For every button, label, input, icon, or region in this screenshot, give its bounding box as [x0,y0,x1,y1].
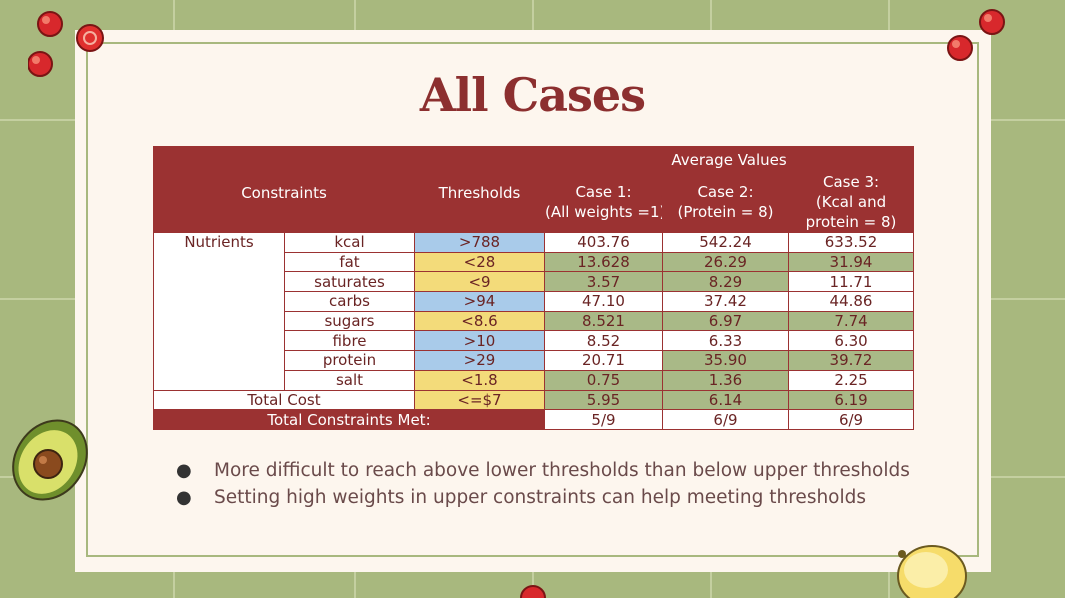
card-border [86,42,979,557]
threshold-cell: >10 [414,330,545,352]
case2-cell: 37.42 [662,291,789,312]
case1-cell: 8.52 [544,330,663,352]
average-values-header: Average Values [543,146,915,172]
threshold-cell: >788 [414,232,545,253]
table-row: fibre >10 8.52 6.33 6.30 [154,330,915,352]
case3-cell: 44.86 [787,291,915,312]
case1-cell: 47.10 [544,291,663,312]
case3-cell: 39.72 [787,350,915,371]
case1-cell: 8.521 [544,310,663,332]
case2-cell: 6.14 [662,389,789,411]
threshold-cell: >94 [414,291,545,312]
case2-header: Case 2: (Protein = 8) [662,171,789,233]
case3-cell: 633.52 [787,232,915,253]
case2-cell: 26.29 [662,251,789,273]
list-item: ● Setting high weights in upper constrain… [176,484,910,511]
case2-cell: 35.90 [662,350,789,371]
cherry-icon [520,585,546,598]
threshold-cell: <28 [414,251,545,273]
lemon-icon [897,545,967,598]
case1-cell: 0.75 [544,369,663,391]
group-label: Nutrients [153,232,285,391]
case3-cell: 11.71 [787,271,915,293]
nutrient-name: carbs [284,291,415,312]
nutrient-name: fibre [284,330,415,352]
threshold-cell: >29 [414,350,545,371]
table-row: sugars <8.6 8.521 6.97 7.74 [154,310,915,332]
case2-cell: 6.97 [662,310,789,332]
case2-cell: 8.29 [662,271,789,293]
constraints-header: Constraints [153,146,415,233]
nutrient-name: kcal [284,232,415,253]
threshold-cell: <=$7 [414,389,545,411]
thresholds-header: Thresholds [414,146,545,233]
case3-cell: 31.94 [787,251,915,273]
nutrient-name: saturates [284,271,415,293]
bullet-list: ● More difficult to reach above lower thr… [176,457,910,511]
threshold-cell: <9 [414,271,545,293]
nutrient-name: sugars [284,310,415,332]
case2-cell: 6.33 [662,330,789,352]
total-met-label: Total Constraints Met: [153,409,545,430]
case3-header: Case 3: (Kcal and protein = 8) [787,171,915,233]
total-met-row: Total Constraints Met: 5/9 6/9 6/9 [153,409,915,430]
case3-cell: 6.19 [787,389,915,411]
case-header-row: Case 1: (All weights =1) Case 2: (Protein … [154,171,915,233]
case1-header: Case 1: (All weights =1) [544,171,663,233]
case3-cell: 6/9 [787,409,915,430]
table-row: fat <28 13.628 26.29 31.94 [154,251,915,273]
threshold-cell: <1.8 [414,369,545,391]
total-cost-row: Total Cost <=$7 5.95 6.14 6.19 [153,389,915,411]
total-cost-label: Total Cost [153,389,415,411]
bullet-icon: ● [176,487,192,508]
case3-cell: 7.74 [787,310,915,332]
slide-title: All Cases [419,68,646,122]
case2-cell: 6/9 [662,409,789,430]
nutrient-name: fat [284,251,415,273]
case3-cell: 2.25 [787,369,915,391]
case3-cell: 6.30 [787,330,915,352]
cherry-icon [947,9,1005,61]
case1-cell: 13.628 [544,251,663,273]
bullet-icon: ● [176,460,192,481]
threshold-cell: <8.6 [414,310,545,332]
case1-cell: 5.95 [544,389,663,411]
case2-cell: 542.24 [662,232,789,253]
table-row: Nutrients kcal >788 403.76 542.24 633.52 [153,232,915,391]
case1-cell: 20.71 [544,350,663,371]
table-row: saturates <9 3.57 8.29 11.71 [154,271,915,293]
case1-cell: 3.57 [544,271,663,293]
list-item: ● More difficult to reach above lower thr… [176,457,910,484]
cherry-icon [28,11,104,77]
case1-cell: 403.76 [544,232,663,253]
case1-cell: 5/9 [544,409,663,430]
nutrient-name: protein [284,350,415,371]
nutrient-name: salt [284,369,415,391]
avocado-icon [12,419,88,501]
case2-cell: 1.36 [662,369,789,391]
results-table: Constraints Thresholds Average Values Ca… [153,146,915,430]
header-row: Constraints Thresholds Average Values [153,146,915,233]
